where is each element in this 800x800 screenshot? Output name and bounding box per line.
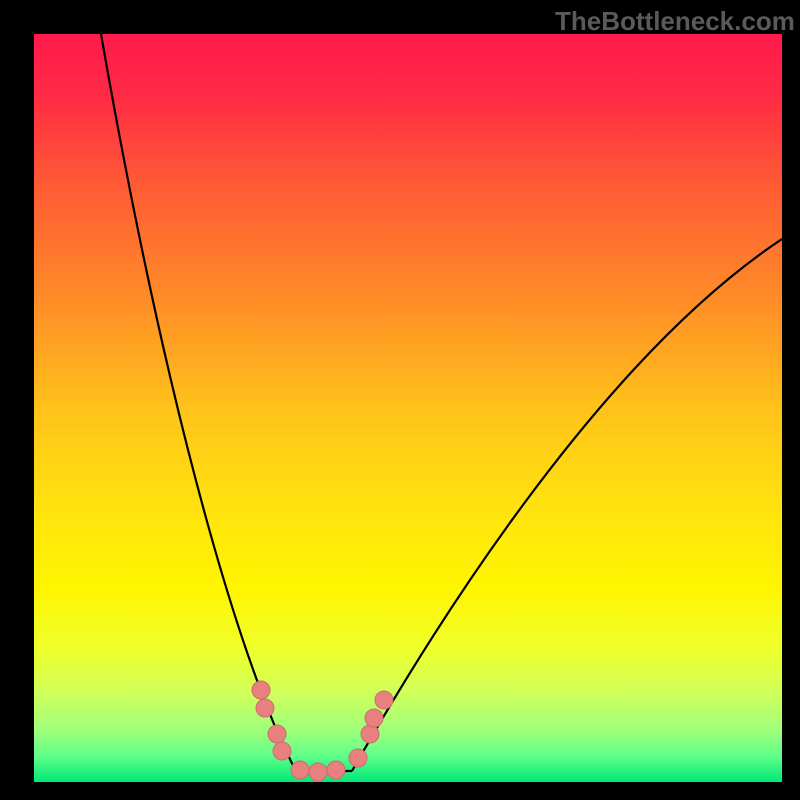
- data-marker: [375, 691, 393, 709]
- data-marker: [256, 699, 274, 717]
- curve-left-branch: [101, 34, 296, 771]
- data-marker: [268, 725, 286, 743]
- data-marker: [365, 709, 383, 727]
- data-marker: [291, 761, 309, 779]
- data-marker: [273, 742, 291, 760]
- data-marker: [361, 725, 379, 743]
- marker-group: [252, 681, 393, 781]
- watermark-text: TheBottleneck.com: [555, 6, 795, 37]
- data-marker: [309, 763, 327, 781]
- data-marker: [349, 749, 367, 767]
- curve-right-branch: [352, 239, 782, 771]
- chart-canvas: TheBottleneck.com: [0, 0, 800, 800]
- data-marker: [252, 681, 270, 699]
- bottleneck-curve: [34, 34, 782, 782]
- plot-area: [34, 34, 782, 782]
- data-marker: [327, 761, 345, 779]
